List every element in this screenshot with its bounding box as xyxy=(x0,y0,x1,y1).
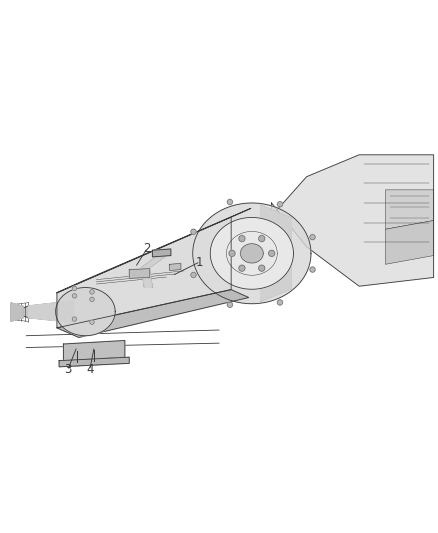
Polygon shape xyxy=(57,208,251,293)
Polygon shape xyxy=(385,190,434,229)
Polygon shape xyxy=(57,289,249,337)
Polygon shape xyxy=(141,255,166,287)
Polygon shape xyxy=(193,203,311,304)
Text: 4: 4 xyxy=(86,363,94,376)
Circle shape xyxy=(72,317,77,321)
Polygon shape xyxy=(73,362,80,366)
Circle shape xyxy=(259,236,265,241)
Circle shape xyxy=(90,290,94,294)
Circle shape xyxy=(191,272,196,278)
Polygon shape xyxy=(261,206,291,301)
Polygon shape xyxy=(272,155,434,286)
Polygon shape xyxy=(170,263,181,270)
Circle shape xyxy=(268,251,275,256)
Circle shape xyxy=(191,229,196,235)
Polygon shape xyxy=(210,217,293,289)
Polygon shape xyxy=(28,301,74,322)
Polygon shape xyxy=(385,221,434,264)
Circle shape xyxy=(277,201,283,207)
Circle shape xyxy=(72,294,77,298)
Circle shape xyxy=(277,300,283,305)
Polygon shape xyxy=(23,306,28,318)
Polygon shape xyxy=(56,287,115,336)
Polygon shape xyxy=(11,303,23,321)
Circle shape xyxy=(227,302,233,308)
Circle shape xyxy=(72,286,77,290)
Polygon shape xyxy=(240,244,263,263)
Text: 1: 1 xyxy=(195,256,203,269)
Circle shape xyxy=(227,199,233,205)
Polygon shape xyxy=(91,361,98,366)
Circle shape xyxy=(90,297,94,302)
Circle shape xyxy=(259,265,265,271)
Circle shape xyxy=(310,235,315,240)
Circle shape xyxy=(310,267,315,272)
Circle shape xyxy=(229,251,235,256)
Circle shape xyxy=(90,320,94,324)
Polygon shape xyxy=(152,249,171,257)
Circle shape xyxy=(239,236,245,241)
Text: 3: 3 xyxy=(64,363,71,376)
Polygon shape xyxy=(57,217,231,328)
Polygon shape xyxy=(64,341,125,361)
Polygon shape xyxy=(59,357,129,367)
Polygon shape xyxy=(129,269,150,278)
Circle shape xyxy=(239,265,245,271)
Text: 2: 2 xyxy=(143,243,151,255)
